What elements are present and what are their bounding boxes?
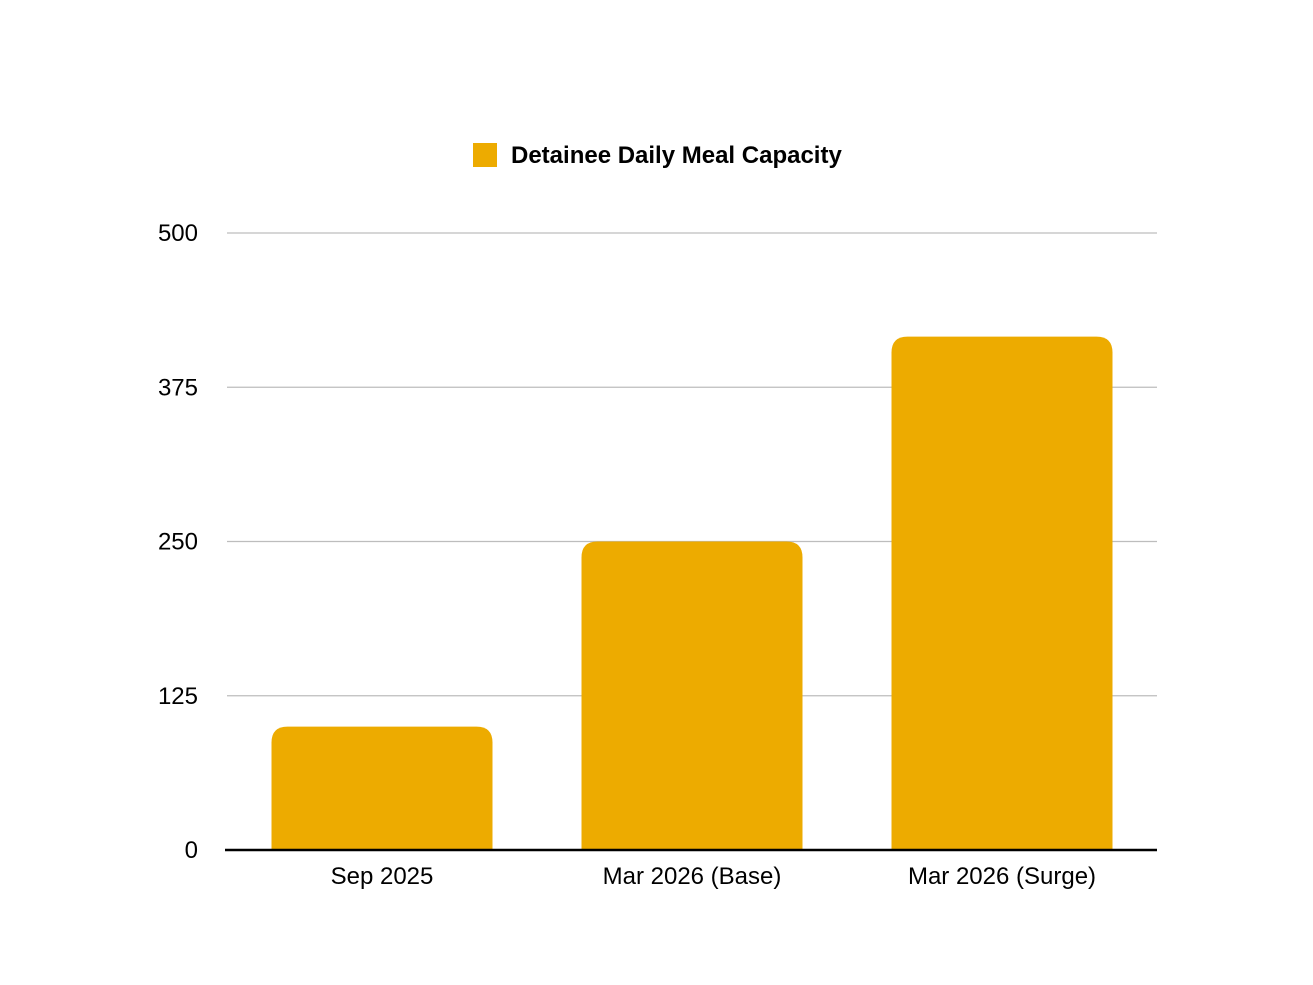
y-axis-tick-labels: 0 125 250 375 500 [158, 220, 198, 864]
y-tick-label: 500 [158, 220, 198, 247]
y-tick-label: 250 [158, 529, 198, 556]
legend-label: Detainee Daily Meal Capacity [511, 142, 842, 169]
legend-swatch [473, 143, 497, 167]
bar [271, 726, 493, 850]
y-tick-label: 0 [185, 837, 198, 864]
y-tick-label: 125 [158, 683, 198, 710]
x-tick-label: Mar 2026 (Base) [603, 863, 782, 890]
bars [271, 336, 1113, 850]
y-tick-label: 375 [158, 374, 198, 401]
x-tick-label: Sep 2025 [331, 863, 434, 890]
x-axis-tick-labels: Sep 2025 Mar 2026 (Base) Mar 2026 (Surge) [331, 863, 1096, 890]
bar [581, 541, 803, 850]
bar [891, 336, 1113, 850]
x-tick-label: Mar 2026 (Surge) [908, 863, 1096, 890]
legend: Detainee Daily Meal Capacity [473, 142, 842, 169]
